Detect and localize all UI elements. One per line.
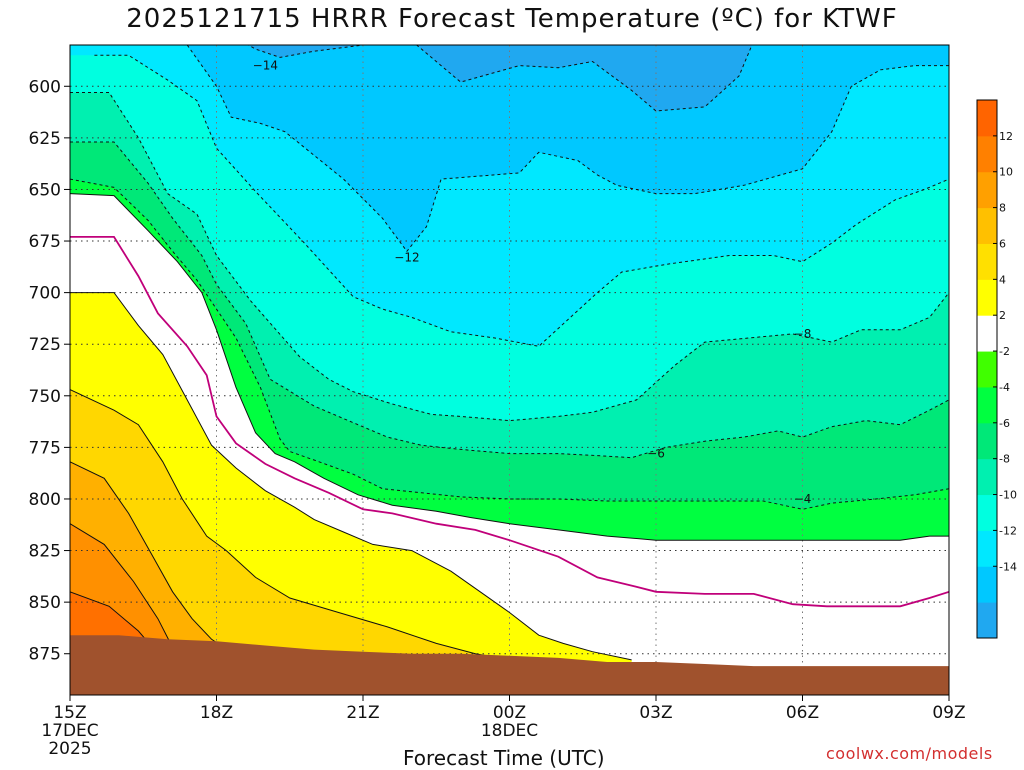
contour-line [70,92,949,422]
colorbar-segment [977,530,997,567]
y-tick-label: 750 [29,387,61,407]
x-tick-label: 09Z [932,703,965,723]
colorbar-segment [977,351,997,388]
colorbar-tick-label: -4 [999,381,1010,394]
contour-line [70,178,949,510]
colorbar-segment [977,135,997,173]
contour-lines [70,45,949,665]
colorbar-tick-label: 8 [999,202,1006,215]
colorbar-tick-label: -10 [999,489,1017,502]
colorbar-segment [977,315,997,352]
contour-line [70,236,949,608]
colorbar-tick-label: -2 [999,345,1010,358]
contour-line [247,45,364,58]
band-minus14-a [248,45,363,58]
colorbar-segment [977,100,997,137]
colorbar-tick-label: -6 [999,417,1010,430]
y-tick-label: 625 [29,129,61,149]
x-tick-label: 21Z [346,703,379,723]
contour-line [70,193,949,541]
y-tick-label: 775 [29,438,61,458]
contour-line [70,141,949,459]
y-tick-label: 850 [29,593,61,613]
colorbar-tick-label: 2 [999,309,1006,322]
grid-lines [70,45,949,695]
colorbar-tick-label: 6 [999,237,1006,250]
contour-label: −12 [394,251,419,265]
y-tick-label: 675 [29,232,61,252]
colorbar-segment [977,386,997,424]
contour-line-warm-4 [70,292,632,661]
x-tick-label: 2025 [48,739,91,759]
colorbar-tick-label: -12 [999,524,1017,537]
y-tick-label: 650 [29,180,61,200]
colorbar-frame [976,99,998,639]
contour-label: −14 [253,59,278,73]
contour-label: −8 [794,327,812,341]
x-axis-label: Forecast Time (UTC) [403,746,605,770]
ground-fill [70,635,949,695]
contour-label: −6 [647,447,665,461]
colorbar-tick-label: -8 [999,453,1010,466]
y-tick-label: 600 [29,77,61,97]
colorbar-tick-label: 10 [999,166,1013,179]
contour-line-warm-6 [70,389,559,665]
x-tick-label: 18Z [200,703,233,723]
y-tick-label: 875 [29,645,61,665]
colorbar-tick-label: 12 [999,130,1013,143]
colorbar-tick-label: 4 [999,273,1006,286]
y-tick-label: 800 [29,490,61,510]
contour-label: −4 [794,492,812,506]
source-credit[interactable]: coolwx.com/models [826,744,993,763]
colorbar-tick-label: -14 [999,560,1017,573]
colorbar-segment [977,494,997,531]
y-tick-label: 725 [29,335,61,355]
x-tick-label: 15Z [53,703,86,723]
colorbar-segment [977,566,997,603]
ground-terrain [70,635,949,695]
colorbar-segment [977,422,997,460]
x-tick-label: 17DEC [41,721,98,741]
chart-title: 2025121715 HRRR Forecast Temperature (ºC… [126,4,898,34]
colorbar-segment [977,279,997,316]
colorbar-segment [977,243,997,280]
contour-labels: −14 −12 −8 −6 −4 [253,59,812,506]
colorbar-segment [977,207,997,244]
x-tick-label: 06Z [786,703,819,723]
contour-line [94,54,949,347]
x-tick-label: 03Z [639,703,672,723]
colorbar-legend: -14 -12 -10 -8 -6 -4 -2 2 4 6 8 10 12 [976,99,1017,639]
band-minus14-b [416,45,752,111]
x-tick-label: 00Z [493,703,526,723]
x-tick-label: 18DEC [481,721,538,741]
colorbar-segment [977,171,997,209]
contour-line [415,45,753,112]
y-tick-label: 700 [29,284,61,304]
y-tick-label: 825 [29,542,61,562]
y-axis: 600 625 650 675 700 725 750 775 800 825 850 875 [29,77,70,665]
colorbar-segment [977,602,997,639]
colorbar-segment [977,458,997,496]
